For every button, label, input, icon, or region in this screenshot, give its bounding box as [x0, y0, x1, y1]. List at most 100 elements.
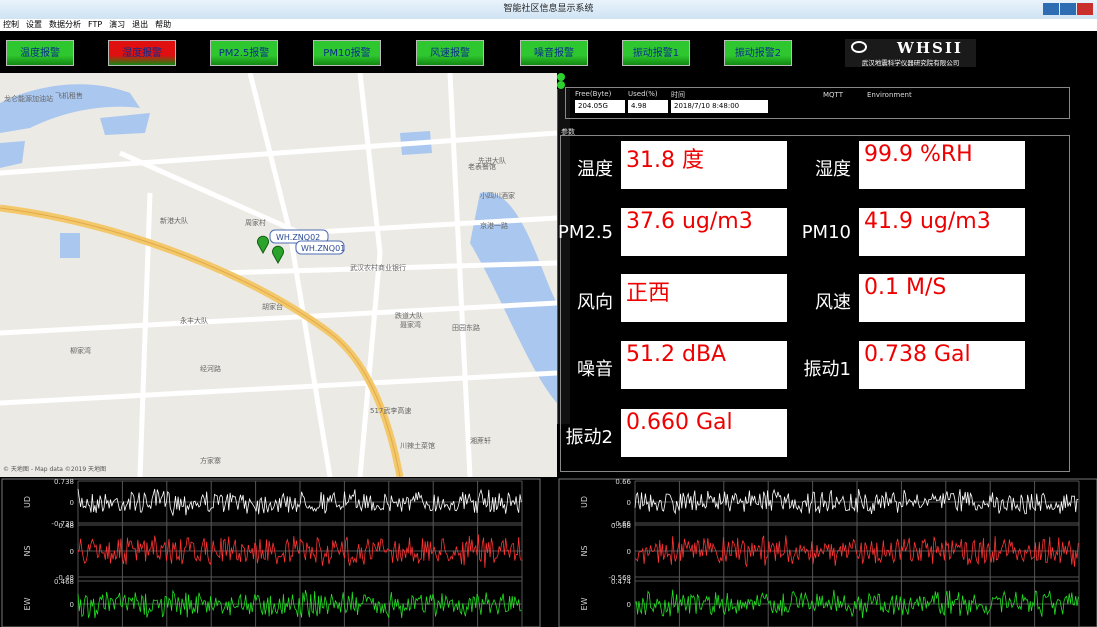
- channel-tick: 0: [627, 601, 631, 609]
- alarm-button[interactable]: 噪音报警: [520, 40, 588, 66]
- free-value: 204.05G: [575, 100, 625, 113]
- param-label: 振动2: [565, 427, 613, 448]
- title-bar: 智能社区信息显示系统: [0, 0, 1097, 19]
- menu-item[interactable]: FTP: [88, 20, 103, 29]
- map-credit: © 天地图 - Map data ©2019 天地图: [3, 465, 106, 473]
- logo: WHSII 武汉地震科学仪器研究院有限公司: [845, 39, 976, 67]
- param-label: 风速: [815, 292, 851, 313]
- alarm-button[interactable]: PM2.5报警: [210, 40, 278, 66]
- water: [60, 233, 80, 258]
- channel-tick: 0: [70, 548, 74, 556]
- map-label: 胡家台: [262, 302, 283, 311]
- close-button[interactable]: [1077, 3, 1093, 15]
- logo-name: WHSII: [897, 39, 963, 57]
- channel-tick: -0.738: [51, 520, 74, 528]
- logo-icon: [851, 41, 867, 53]
- channel-tick: -0.48: [56, 574, 74, 582]
- param-value: 31.8 度: [621, 141, 787, 189]
- map-label: 老表餐馆: [468, 162, 496, 171]
- waveform-trace: [77, 534, 522, 568]
- alarm-button[interactable]: 湿度报警: [108, 40, 176, 66]
- param-label: 温度: [577, 159, 613, 180]
- channel-tick: 0.66: [615, 478, 631, 486]
- map-marker: [272, 245, 284, 265]
- alarm-button[interactable]: 风速报警: [416, 40, 484, 66]
- menu-item[interactable]: 演习: [109, 20, 126, 29]
- alarm-button[interactable]: 温度报警: [6, 40, 74, 66]
- channel-tick: 0.568: [611, 522, 631, 530]
- menu-item[interactable]: 帮助: [155, 20, 172, 29]
- menu-item[interactable]: 数据分析: [49, 20, 81, 29]
- data-panel: 参数 Free(Byte) 204.05G Used(%) 4.98 时间 2018/7/…: [557, 73, 1097, 477]
- used-label: Used(%): [628, 90, 658, 98]
- water: [0, 84, 140, 133]
- map-label: 京港一路: [480, 221, 508, 230]
- waveform-trace: [77, 589, 522, 619]
- params-title: 参数: [561, 128, 575, 136]
- maximize-button[interactable]: [1060, 3, 1076, 15]
- map-label: 新港大队: [160, 216, 188, 225]
- indicator-light: [557, 81, 565, 89]
- menu-item[interactable]: 设置: [26, 20, 42, 29]
- channel-tick: 0.468: [54, 578, 74, 586]
- alarm-button[interactable]: 振动报警1: [622, 40, 690, 66]
- indicator-label: Environment: [867, 91, 912, 99]
- param-value: 正西: [621, 274, 787, 322]
- channel-tick: 0: [627, 548, 631, 556]
- indicator-light: [557, 73, 565, 81]
- window-title: 智能社区信息显示系统: [503, 4, 594, 14]
- time-value: 2018/7/10 8:48:00: [671, 100, 768, 113]
- channel-tick: 0: [70, 499, 74, 507]
- channel-name: EW: [580, 597, 589, 610]
- map-label: 周家村: [245, 218, 266, 227]
- waveform-trace: [634, 535, 1079, 568]
- channel-tick: 0: [70, 601, 74, 609]
- param-value: 0.1 M/S: [859, 274, 1025, 322]
- map-label: 龙仑能源加油站: [4, 94, 53, 103]
- road: [447, 73, 473, 477]
- channel-tick: 0.738: [54, 478, 74, 486]
- params-box: [560, 135, 1070, 472]
- menu-item[interactable]: 控制: [3, 20, 19, 29]
- status-box: [565, 87, 1070, 119]
- map-label: 武汉农村商业银行: [350, 263, 406, 272]
- alarm-button[interactable]: 振动报警2: [724, 40, 792, 66]
- channel-tick: 0: [627, 499, 631, 507]
- map-label: 川辣土菜馆: [400, 441, 435, 450]
- param-value: 0.738 Gal: [859, 341, 1025, 389]
- indicator-label: MQTT: [823, 91, 843, 99]
- map-label: 田园东路: [452, 323, 480, 332]
- menu-item[interactable]: 退出: [132, 20, 149, 29]
- param-value: 0.660 Gal: [621, 409, 787, 457]
- param-label: PM2.5: [557, 222, 613, 243]
- map-label: 517武李高速: [370, 406, 411, 415]
- channel-name: UD: [23, 496, 32, 508]
- alarm-toolbar: WHSII 武汉地震科学仪器研究院有限公司 温度报警 湿度报警 PM2.5报警 PM1…: [0, 31, 1097, 73]
- waveform-trace: [634, 488, 1079, 515]
- used-value: 4.98: [628, 100, 668, 113]
- param-value: 41.9 ug/m3: [859, 208, 1025, 256]
- marker-label: WH.ZNQ01: [301, 244, 345, 253]
- road: [357, 73, 383, 477]
- marker-label: WH.ZNQ02: [276, 233, 320, 242]
- waveform-trace: [634, 589, 1079, 619]
- channel-tick: 0.474: [611, 578, 632, 586]
- map-label: 聂家湾: [400, 320, 421, 329]
- map-label: 跌道大队: [395, 311, 423, 320]
- road: [0, 300, 557, 336]
- water: [100, 113, 150, 135]
- param-value: 51.2 dBA: [621, 341, 787, 389]
- map-background: [0, 73, 557, 477]
- time-label: 时间: [671, 91, 685, 99]
- minimize-button[interactable]: [1043, 3, 1059, 15]
- logo-company: 武汉地震科学仪器研究院有限公司: [861, 59, 960, 67]
- param-label: 振动1: [803, 359, 851, 380]
- map-marker: [257, 235, 269, 255]
- free-label: Free(Byte): [575, 90, 612, 98]
- channel-name: UD: [580, 496, 589, 508]
- map-label: 小四川酒家: [480, 191, 515, 200]
- alarm-button[interactable]: PM10报警: [313, 40, 381, 66]
- channel-tick: -0.66: [613, 520, 632, 528]
- map-label: 先进大队: [478, 156, 506, 165]
